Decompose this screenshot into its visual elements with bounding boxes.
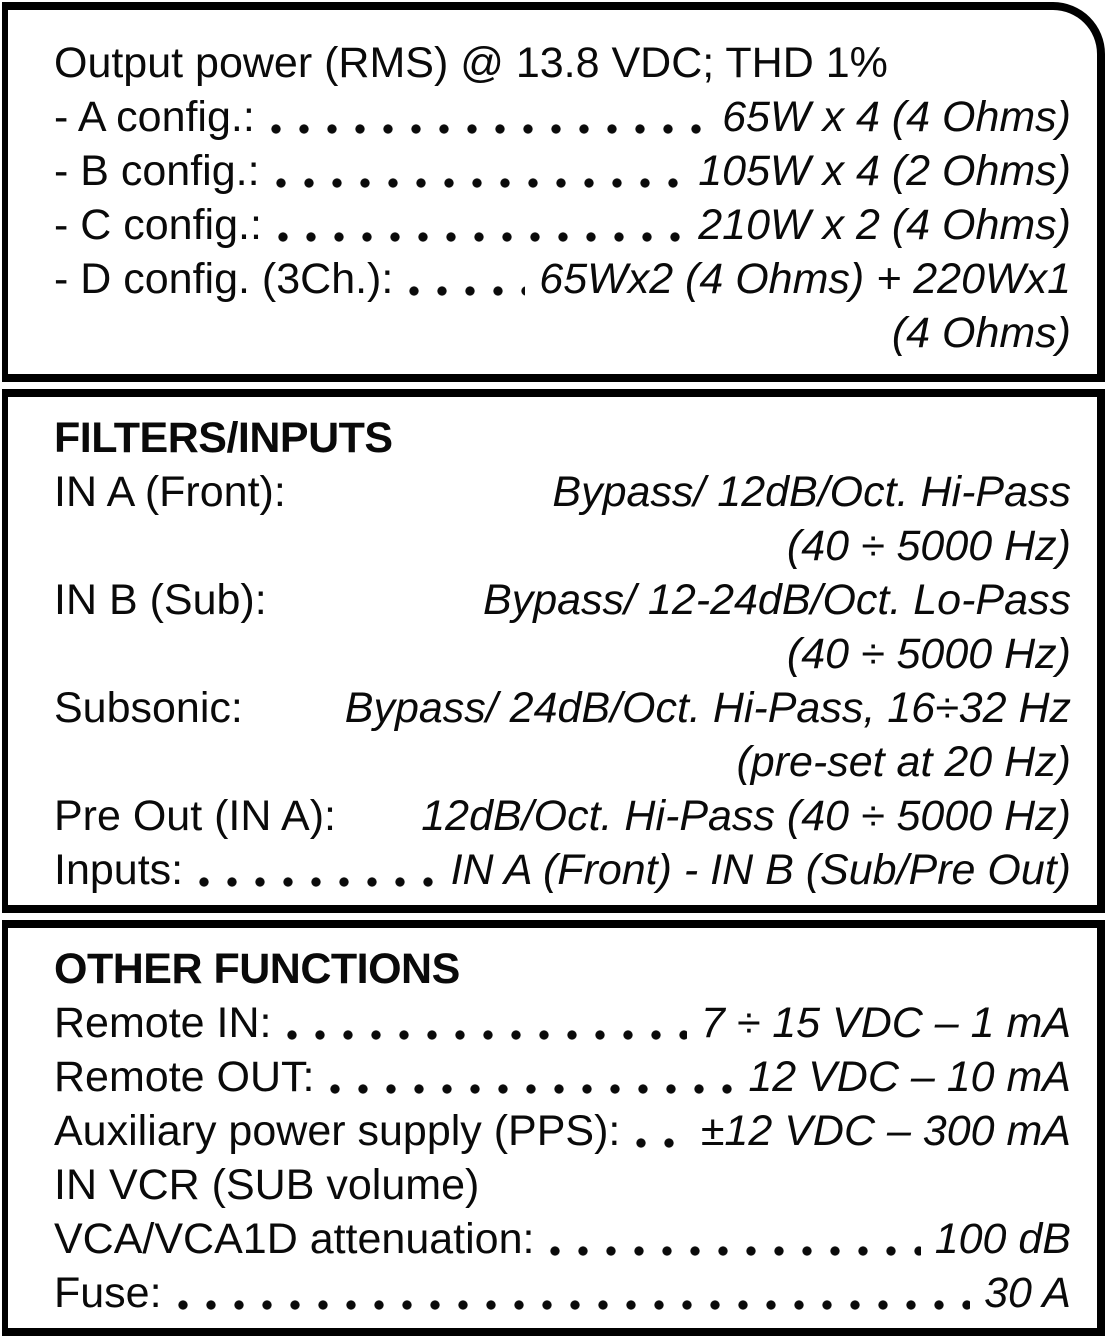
filters-inputs-section: FILTERS/INPUTS IN A (Front): Bypass/ 12d… — [2, 389, 1105, 913]
spec-value: Bypass/ 12dB/Oct. Hi-Pass — [552, 468, 1071, 516]
spec-row-remote-out: Remote OUT: 12 VDC – 10 mA — [54, 1050, 1071, 1104]
spec-value: Bypass/ 24dB/Oct. Hi-Pass, 16÷32 Hz — [344, 684, 1071, 732]
spec-row-d-config: - D config. (3Ch.): 65Wx2 (4 Ohms) + 220… — [54, 252, 1071, 306]
dot-leader — [636, 1137, 687, 1149]
other-functions-heading: OTHER FUNCTIONS — [54, 945, 460, 993]
other-functions-section: OTHER FUNCTIONS Remote IN: 7 ÷ 15 VDC – … — [2, 920, 1105, 1336]
spec-row-pre-out: Pre Out (IN A): 12dB/Oct. Hi-Pass (40 ÷ … — [54, 789, 1071, 843]
spec-value: 12dB/Oct. Hi-Pass (40 ÷ 5000 Hz) — [421, 792, 1071, 840]
spec-value-continuation: (40 ÷ 5000 Hz) — [786, 522, 1071, 570]
spec-row-in-vcr: IN VCR (SUB volume) — [54, 1158, 1071, 1212]
dot-leader — [550, 1245, 921, 1257]
filters-inputs-heading: FILTERS/INPUTS — [54, 414, 393, 462]
spec-label: Inputs: — [54, 846, 184, 894]
spec-row-fuse: Fuse: 30 A — [54, 1266, 1071, 1320]
spec-label: Remote IN: — [54, 999, 272, 1047]
spec-value: IN A (Front) - IN B (Sub/Pre Out) — [450, 846, 1071, 894]
dot-leader — [277, 231, 685, 243]
spec-value: 105W x 4 (2 Ohms) — [698, 147, 1071, 195]
dot-leader — [409, 285, 526, 297]
spec-label: VCA/VCA1D attenuation: — [54, 1215, 535, 1263]
spec-value-continuation: (4 Ohms) — [891, 309, 1071, 357]
spec-label: Remote OUT: — [54, 1053, 315, 1101]
spec-value: Bypass/ 12-24dB/Oct. Lo-Pass — [483, 576, 1071, 624]
spec-label: IN VCR (SUB volume) — [54, 1161, 480, 1209]
spec-row-inputs: Inputs: IN A (Front) - IN B (Sub/Pre Out… — [54, 843, 1071, 897]
dot-leader — [177, 1299, 971, 1311]
spec-label: Pre Out (IN A): — [54, 792, 336, 840]
dot-leader — [330, 1083, 735, 1095]
spec-value-continuation: (40 ÷ 5000 Hz) — [786, 630, 1071, 678]
spec-value: 30 A — [984, 1269, 1071, 1317]
spec-row-remote-in: Remote IN: 7 ÷ 15 VDC – 1 mA — [54, 996, 1071, 1050]
dot-leader — [270, 123, 709, 135]
dot-leader — [287, 1029, 687, 1041]
spec-row-subsonic: Subsonic: Bypass/ 24dB/Oct. Hi-Pass, 16÷… — [54, 681, 1071, 735]
spec-label: - A config.: — [54, 93, 255, 141]
spec-row-a-config: - A config.: 65W x 4 (4 Ohms) — [54, 90, 1071, 144]
spec-row-in-a: IN A (Front): Bypass/ 12dB/Oct. Hi-Pass — [54, 465, 1071, 519]
spec-label: Subsonic: — [54, 684, 243, 732]
spec-row-c-config: - C config.: 210W x 2 (4 Ohms) — [54, 198, 1071, 252]
spec-value: 7 ÷ 15 VDC – 1 mA — [700, 999, 1071, 1047]
spec-value: 100 dB — [934, 1215, 1071, 1263]
spec-row-aux-power: Auxiliary power supply (PPS): ±12 VDC – … — [54, 1104, 1071, 1158]
spec-label: Auxiliary power supply (PPS): — [54, 1107, 621, 1155]
spec-value: 12 VDC – 10 mA — [748, 1053, 1071, 1101]
spec-value: 65Wx2 (4 Ohms) + 220Wx1 — [539, 255, 1071, 303]
spec-label: - B config.: — [54, 147, 260, 195]
spec-value: ±12 VDC – 300 mA — [700, 1107, 1071, 1155]
dot-leader — [275, 177, 685, 189]
spec-value-continuation: (pre-set at 20 Hz) — [736, 738, 1071, 786]
spec-label: Fuse: — [54, 1269, 162, 1317]
spec-row-vca-attenuation: VCA/VCA1D attenuation: 100 dB — [54, 1212, 1071, 1266]
output-power-section: Output power (RMS) @ 13.8 VDC; THD 1% - … — [2, 2, 1105, 382]
spec-row-b-config: - B config.: 105W x 4 (2 Ohms) — [54, 144, 1071, 198]
dot-leader — [199, 876, 437, 888]
spec-label: IN A (Front): — [54, 468, 286, 516]
spec-label: - C config.: — [54, 201, 262, 249]
spec-label: - D config. (3Ch.): — [54, 255, 394, 303]
spec-value: 65W x 4 (4 Ohms) — [722, 93, 1071, 141]
spec-row-in-b: IN B (Sub): Bypass/ 12-24dB/Oct. Lo-Pass — [54, 573, 1071, 627]
output-power-title: Output power (RMS) @ 13.8 VDC; THD 1% — [54, 39, 888, 87]
spec-value: 210W x 2 (4 Ohms) — [698, 201, 1071, 249]
spec-label: IN B (Sub): — [54, 576, 267, 624]
